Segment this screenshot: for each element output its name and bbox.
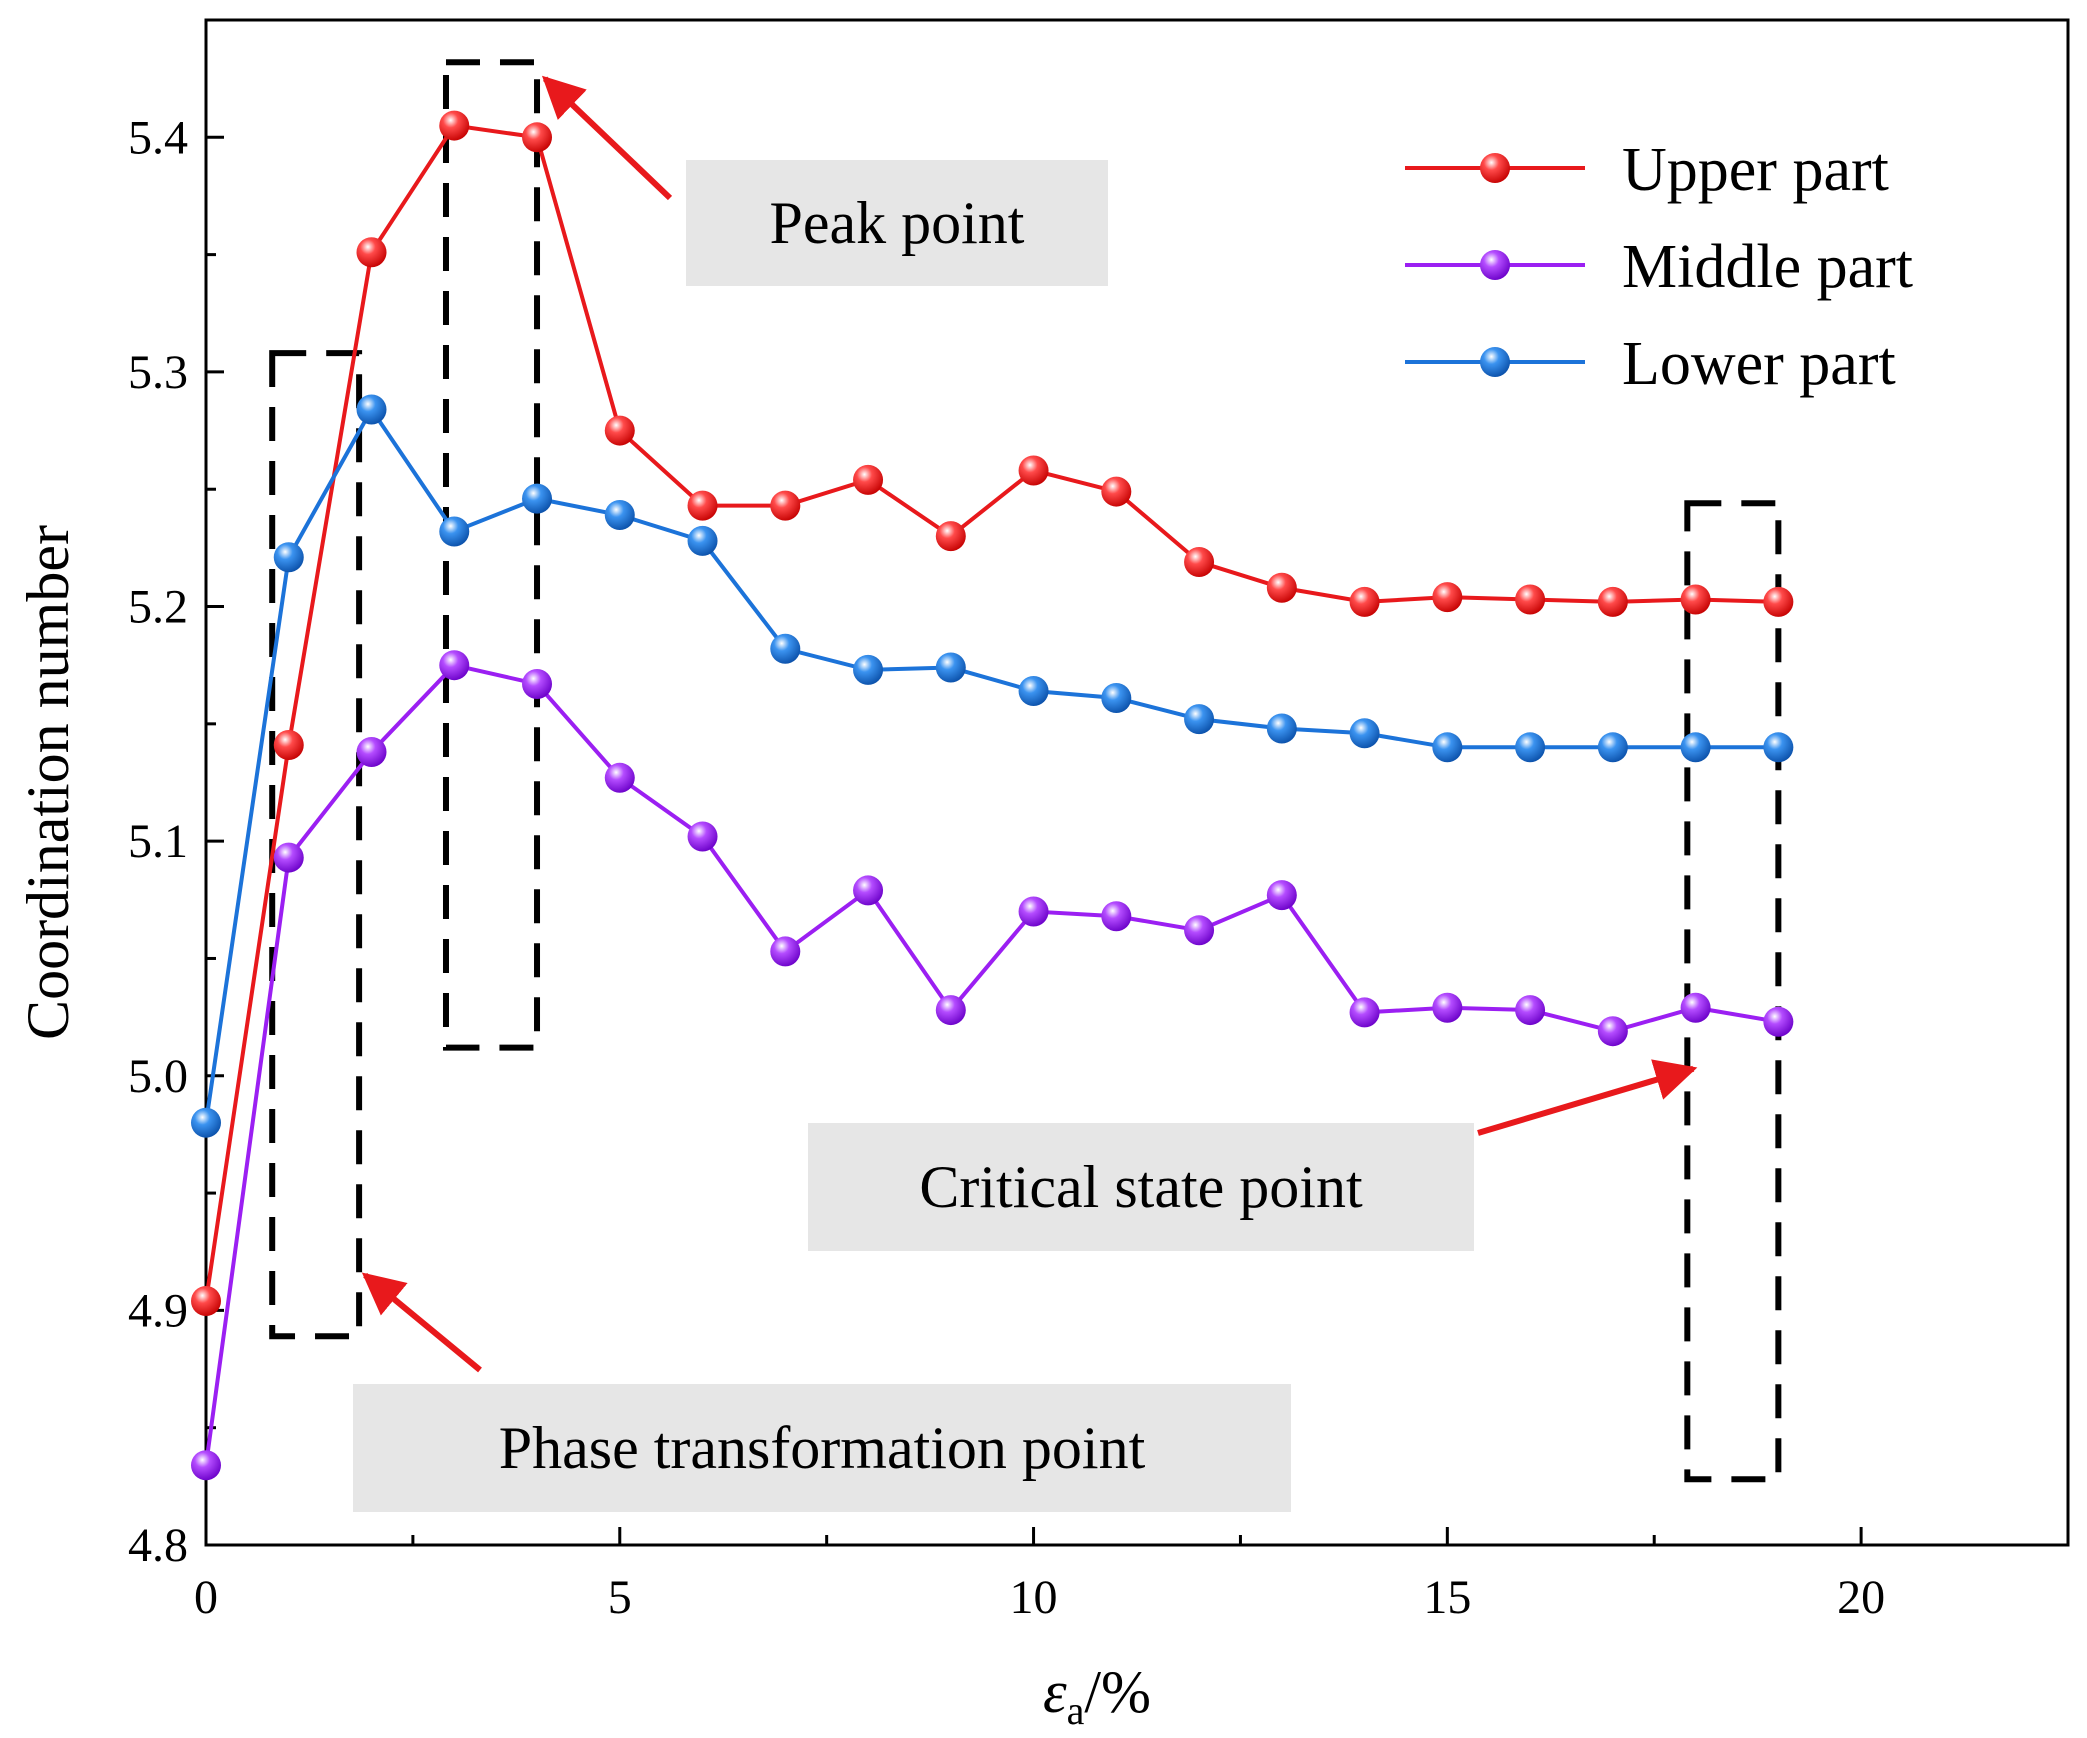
data-point — [1018, 676, 1049, 706]
data-point — [439, 650, 470, 681]
data-point — [356, 394, 387, 425]
data-point — [191, 1450, 221, 1481]
data-point — [770, 936, 801, 967]
annotation-arrow — [541, 75, 673, 201]
critical-state-label-box — [808, 1123, 1474, 1251]
data-point — [604, 762, 635, 793]
data-point — [770, 490, 801, 521]
data-point — [1101, 901, 1132, 932]
data-point — [1515, 732, 1546, 763]
y-tick-label: 5.0 — [128, 1050, 188, 1103]
annotation-arrows — [361, 75, 1698, 1373]
data-point — [1763, 586, 1794, 617]
series-layer — [191, 110, 1794, 1481]
y-tick-label: 5.1 — [128, 815, 188, 868]
data-point — [1432, 582, 1463, 613]
data-point — [1266, 572, 1297, 603]
data-point — [1763, 1006, 1794, 1037]
data-point — [1349, 586, 1380, 617]
x-axis-title-symbol: ε — [1043, 1659, 1067, 1725]
dashed-highlight-box — [1684, 500, 1782, 1483]
data-point — [1266, 880, 1297, 911]
data-point — [1184, 915, 1215, 946]
data-point — [687, 821, 718, 852]
legend-marker — [1480, 153, 1510, 183]
data-point — [935, 652, 966, 683]
x-tick-label: 5 — [608, 1571, 632, 1624]
y-tick-label: 5.2 — [128, 581, 188, 634]
data-point — [273, 542, 304, 573]
data-point — [356, 237, 387, 268]
data-point — [1680, 584, 1711, 615]
x-axis-title: εa/% — [1043, 1659, 1151, 1733]
y-axis-title: Coordination number — [15, 525, 81, 1040]
data-point — [1680, 732, 1711, 763]
data-point — [439, 110, 470, 141]
y-tick-label: 4.8 — [128, 1519, 188, 1572]
data-point — [1101, 476, 1132, 507]
x-tick-label: 20 — [1837, 1571, 1885, 1624]
data-point — [604, 500, 635, 531]
data-point — [1680, 992, 1711, 1023]
legend-label-lower-part: Lower part — [1622, 330, 1896, 398]
plot-frame — [204, 18, 2070, 1547]
data-point — [356, 737, 387, 767]
data-point — [1432, 732, 1463, 763]
phase-transformation-label-box — [353, 1384, 1291, 1512]
data-point — [1266, 713, 1297, 744]
data-point — [1101, 683, 1132, 714]
x-axis-title-subscript: a — [1067, 1688, 1085, 1733]
data-point — [1515, 995, 1546, 1026]
legend-label-upper-part: Upper part — [1622, 136, 1889, 204]
data-point — [853, 464, 884, 495]
data-point — [1432, 992, 1463, 1023]
data-point — [1763, 732, 1794, 763]
x-tick-label: 0 — [194, 1571, 218, 1624]
data-point — [853, 654, 884, 685]
x-axis-title-unit: /% — [1084, 1659, 1151, 1725]
x-tick-label: 15 — [1423, 1571, 1471, 1624]
legend-label-middle-part: Middle part — [1622, 233, 1913, 301]
data-point — [273, 729, 304, 760]
data-point — [1349, 718, 1380, 749]
data-point — [191, 1286, 221, 1316]
data-point — [1597, 586, 1628, 617]
legend: Upper part Middle part Lower part — [1405, 136, 1913, 398]
legend-marker — [1480, 347, 1510, 377]
data-point — [604, 415, 635, 446]
data-point — [522, 483, 553, 514]
y-tick-label: 5.4 — [128, 111, 188, 164]
data-point — [935, 521, 966, 552]
phase-transformation-point-label: Phase transformation point — [499, 1415, 1146, 1481]
data-point — [935, 995, 966, 1026]
y-tick-label: 5.3 — [128, 346, 188, 399]
data-point — [522, 668, 553, 699]
critical-state-point-label: Critical state point — [919, 1154, 1363, 1220]
legend-marker — [1480, 250, 1510, 280]
data-point — [1184, 704, 1215, 735]
annotation-arrow — [1477, 1059, 1698, 1136]
data-point — [1349, 997, 1380, 1028]
data-point — [273, 842, 304, 873]
x-tick-label: 10 — [1010, 1571, 1058, 1624]
y-tick-label: 4.9 — [128, 1284, 188, 1337]
data-point — [439, 516, 470, 547]
axis-ticks: 0 5 10 15 20 4.8 4.9 5.0 5.1 5.2 5.3 5.4 — [128, 18, 1885, 1624]
data-point — [853, 875, 884, 906]
data-point — [770, 633, 801, 664]
data-point — [1018, 455, 1049, 486]
annotation-arrow — [361, 1272, 482, 1373]
data-point — [687, 490, 718, 521]
data-point — [1018, 896, 1049, 927]
data-point — [1515, 584, 1546, 615]
data-point — [522, 122, 553, 153]
data-point — [687, 525, 718, 556]
peak-point-label-box — [686, 160, 1108, 286]
data-point — [1184, 546, 1215, 577]
data-point — [191, 1107, 221, 1138]
data-point — [1597, 1016, 1628, 1047]
peak-point-label: Peak point — [770, 190, 1025, 256]
data-point — [1597, 732, 1628, 763]
